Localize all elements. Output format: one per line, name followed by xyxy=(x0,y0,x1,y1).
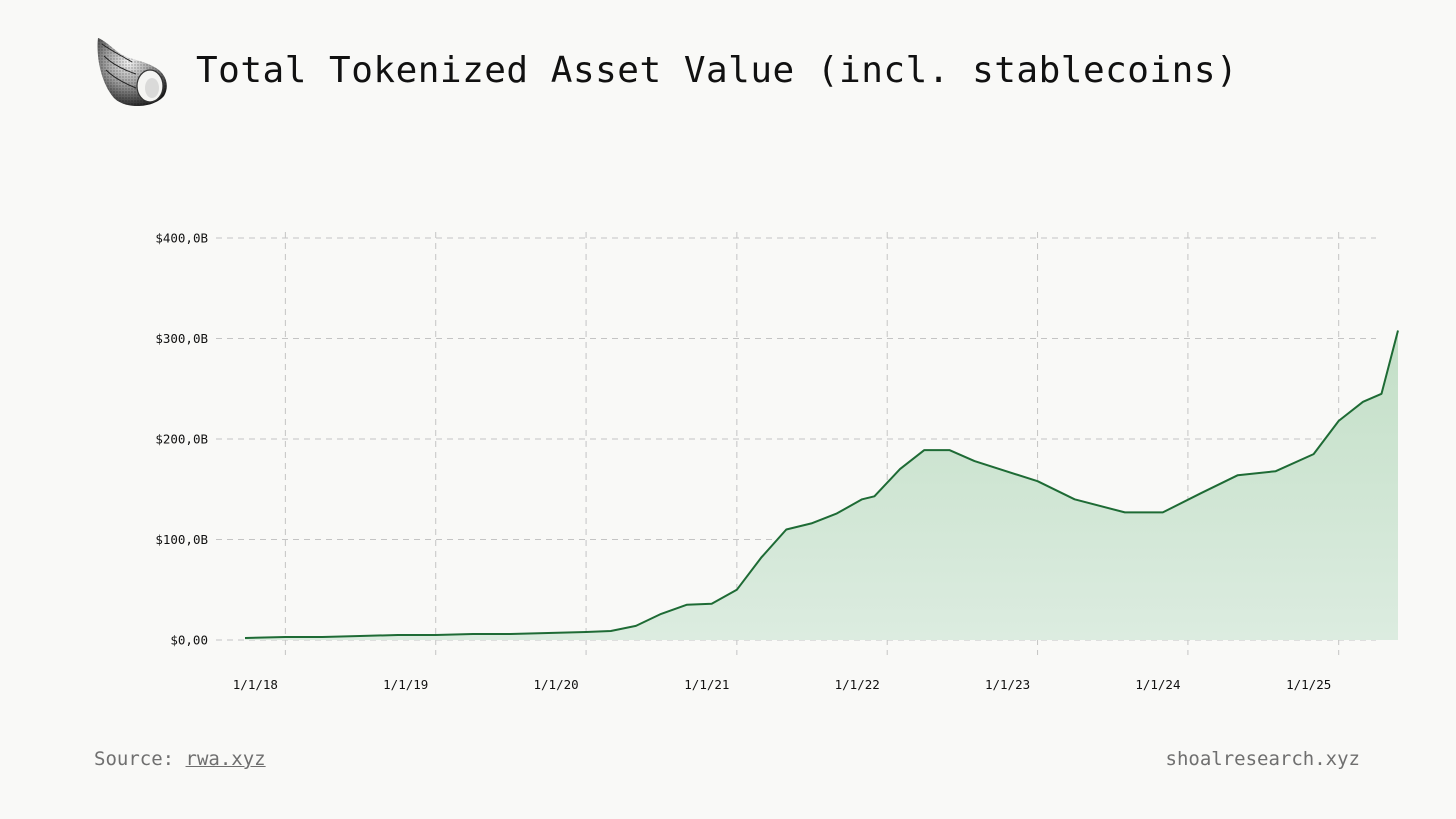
axis-ticks: $0,00 $100,0B $200,0B $300,0B $400,0B 1/1/18 1… xyxy=(155,231,1331,693)
x-tick-label: 1/1/21 xyxy=(684,677,729,692)
y-tick-label: $200,0B xyxy=(155,432,208,447)
x-tick-label: 1/1/25 xyxy=(1286,677,1331,692)
data-area xyxy=(244,330,1399,640)
x-tick-label: 1/1/18 xyxy=(233,677,278,692)
y-tick-label: $400,0B xyxy=(155,231,208,246)
seashell-icon xyxy=(92,34,170,108)
y-tick-label: $100,0B xyxy=(155,532,208,547)
source-link[interactable]: rwa.xyz xyxy=(185,748,266,770)
chart-title: Total Tokenized Asset Value (incl. stabl… xyxy=(196,50,1239,91)
source-note: Source: rwa.xyz xyxy=(94,748,266,770)
site-url: shoalresearch.xyz xyxy=(1165,748,1360,770)
series-line xyxy=(244,330,1399,639)
source-label: Source: xyxy=(94,748,175,770)
x-tick-label: 1/1/20 xyxy=(534,677,579,692)
y-tick-label: $300,0B xyxy=(155,331,208,346)
x-tick-label: 1/1/19 xyxy=(383,677,428,692)
x-tick-label: 1/1/22 xyxy=(835,677,880,692)
x-tick-label: 1/1/23 xyxy=(985,677,1030,692)
series-area-fill xyxy=(245,330,1398,640)
x-tick-label: 1/1/24 xyxy=(1135,677,1180,692)
y-tick-label: $0,00 xyxy=(170,633,208,648)
